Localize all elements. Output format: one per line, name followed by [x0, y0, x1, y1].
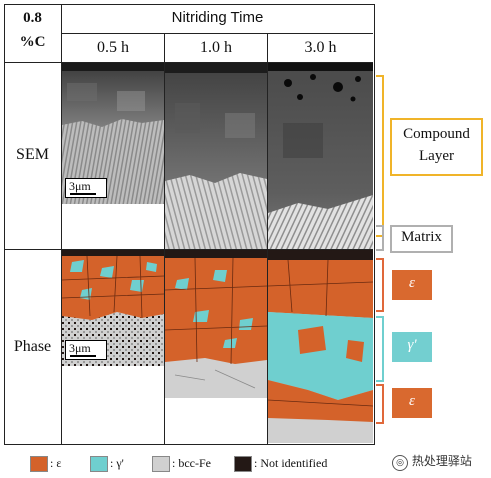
carbon-content-unit: %C — [19, 34, 46, 50]
watermark-icon: ◎ — [392, 455, 408, 471]
legend-swatch-gamma — [90, 456, 108, 472]
compound-layer-label-1: Compound — [403, 126, 470, 142]
grid-line — [4, 249, 373, 250]
epsilon-bracket-top — [376, 258, 384, 312]
column-header-3-0h: 3.0 h — [304, 39, 337, 56]
watermark: ◎ 热处理驿站 — [392, 452, 472, 471]
legend-label-epsilon: : ε — [50, 456, 62, 470]
epsilon-label-top: ε — [409, 275, 415, 291]
column-header-1-0h: 1.0 h — [200, 39, 232, 56]
phase-image-1-0h — [165, 250, 267, 398]
phase-image-0-5h — [62, 250, 164, 366]
legend-label-bcc-fe: : bcc-Fe — [172, 456, 211, 470]
grid-line — [267, 33, 268, 444]
scale-bar-line-phase — [70, 355, 96, 357]
epsilon-tag-top: ε — [392, 270, 432, 300]
carbon-content-value: 0.8 — [23, 10, 42, 26]
epsilon-bracket-bottom — [376, 384, 384, 424]
nitriding-time-title: Nitriding Time — [171, 9, 264, 26]
scale-bar-label: 3μm — [69, 179, 91, 193]
scale-bar-phase: 3μm — [65, 340, 107, 360]
compound-layer-label-2: Layer — [419, 148, 454, 164]
column-header-0-5h: 0.5 h — [97, 39, 129, 56]
matrix-bracket — [376, 225, 384, 251]
watermark-text: 热处理驿站 — [411, 454, 472, 468]
scale-bar-line — [70, 193, 96, 195]
epsilon-tag-bottom: ε — [392, 388, 432, 418]
phase-image-3-0h — [268, 250, 373, 443]
grid-line — [4, 62, 373, 63]
figure-table — [4, 4, 375, 445]
epsilon-label-bottom: ε — [409, 393, 415, 409]
gamma-bracket — [376, 316, 384, 382]
compound-layer-bracket — [376, 75, 384, 237]
grid-line — [164, 33, 165, 444]
matrix-tag: Matrix — [390, 225, 453, 253]
legend-label-gamma: : γ' — [110, 456, 124, 470]
legend-swatch-not-identified — [234, 456, 252, 472]
legend-swatch-epsilon — [30, 456, 48, 472]
grid-line — [62, 33, 373, 34]
scale-bar-sem: 3μm — [65, 178, 107, 198]
gamma-tag: γ' — [392, 332, 432, 362]
sem-image-1-0h — [165, 63, 267, 249]
gamma-label: γ' — [407, 337, 417, 353]
row-label-phase: Phase — [13, 338, 52, 355]
row-label-sem: SEM — [16, 146, 49, 163]
legend-swatch-bcc-fe — [152, 456, 170, 472]
matrix-label: Matrix — [401, 229, 442, 245]
scale-bar-label-phase: 3μm — [69, 341, 91, 355]
sem-image-3-0h — [268, 63, 373, 249]
legend-label-not-identified: : Not identified — [254, 456, 328, 470]
compound-layer-tag: Compound Layer — [390, 118, 483, 176]
grid-line — [61, 4, 62, 444]
